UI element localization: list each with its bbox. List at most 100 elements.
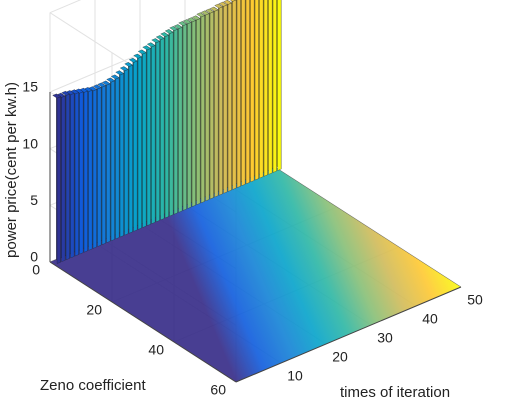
bar <box>115 70 124 238</box>
bar-front <box>205 13 210 202</box>
bar-top <box>191 15 201 21</box>
bar-top <box>97 82 106 88</box>
bar <box>187 17 196 207</box>
bar-top <box>52 93 61 99</box>
bar-top <box>115 70 124 76</box>
bar-front <box>164 34 169 219</box>
bar-top <box>205 8 214 14</box>
bar-top <box>164 29 174 34</box>
bar-front <box>106 83 111 243</box>
bar-top <box>106 77 115 83</box>
bar-front <box>92 89 97 249</box>
bar-top <box>196 12 205 18</box>
bar <box>249 0 255 183</box>
bar-front <box>245 0 250 185</box>
bar-front <box>182 23 187 211</box>
bar-top <box>151 38 160 43</box>
bar-front <box>191 20 196 207</box>
z-axis-title: power price(cent per kw.h) <box>3 82 20 258</box>
y-tick-label: 20 <box>86 302 102 318</box>
bar-top <box>133 53 142 59</box>
bar <box>70 89 79 257</box>
bar-top <box>169 26 178 31</box>
bar <box>133 53 142 230</box>
bar-front <box>142 52 147 228</box>
bar-front <box>227 2 232 192</box>
bar-front <box>272 0 277 173</box>
bar-top <box>173 24 183 29</box>
y-axis-title: Zeno coefficient <box>40 377 146 394</box>
y-tick-label: 60 <box>210 382 226 398</box>
bar <box>218 1 228 194</box>
bar-front <box>124 69 129 236</box>
bar-top <box>178 21 187 26</box>
bar <box>173 24 183 213</box>
bar-front <box>169 31 174 217</box>
bar <box>164 29 174 217</box>
bar <box>223 0 232 192</box>
bar <box>142 45 151 226</box>
bar <box>214 3 223 196</box>
x-tick-label: 10 <box>287 368 303 384</box>
bar-top <box>209 6 219 12</box>
bar-top <box>142 45 151 51</box>
bar-top <box>101 80 111 86</box>
bar-front <box>187 22 192 209</box>
bar-front <box>196 18 201 205</box>
bar-front <box>115 77 120 240</box>
bar-front <box>218 6 223 196</box>
bar <box>160 32 169 219</box>
bar <box>65 90 75 259</box>
bar <box>245 0 250 185</box>
bar <box>79 87 88 253</box>
bar-front <box>259 0 264 179</box>
bar <box>263 0 268 177</box>
bar <box>267 0 273 175</box>
bar <box>56 92 66 262</box>
bar-front <box>70 93 75 259</box>
bar-front <box>61 95 66 262</box>
bar-front <box>119 73 124 238</box>
bar <box>169 26 178 215</box>
bar-top <box>187 17 196 23</box>
bar-front <box>151 45 156 224</box>
bar-front <box>88 89 93 251</box>
bar-top <box>155 35 165 40</box>
bar-top <box>182 19 192 24</box>
bar <box>196 12 205 204</box>
bar <box>276 0 282 171</box>
bar <box>61 90 70 261</box>
axis-line <box>235 286 462 383</box>
bar-front <box>83 90 88 253</box>
bar-front <box>146 48 151 226</box>
bar-front <box>254 0 259 181</box>
bar <box>137 49 147 228</box>
bar <box>182 19 192 209</box>
bar <box>178 21 187 211</box>
bar <box>258 0 264 179</box>
z-tick-label: 5 <box>30 192 38 208</box>
labels: 0 5 10 15 10 20 30 40 50 0 20 40 60 <box>22 79 483 398</box>
bar-top <box>110 74 120 80</box>
bar <box>230 0 237 190</box>
bar-front <box>200 15 205 204</box>
bar-front <box>263 0 268 177</box>
bar <box>101 80 111 243</box>
bar-front <box>74 92 79 257</box>
bar-front <box>65 93 70 261</box>
bar <box>74 88 84 255</box>
bar-top <box>160 32 169 37</box>
bar <box>205 8 214 200</box>
bar-front <box>214 9 219 198</box>
bar-top <box>230 0 237 2</box>
bar-top <box>124 62 133 67</box>
bar-front <box>241 0 246 186</box>
bar <box>124 62 133 234</box>
bar-front <box>128 64 133 234</box>
z-tick-label: 0 <box>30 249 38 265</box>
bar-front <box>173 28 178 215</box>
bar <box>209 6 219 198</box>
bar <box>191 15 201 205</box>
z-tick-label: 10 <box>22 135 38 151</box>
bar-front <box>223 4 228 194</box>
